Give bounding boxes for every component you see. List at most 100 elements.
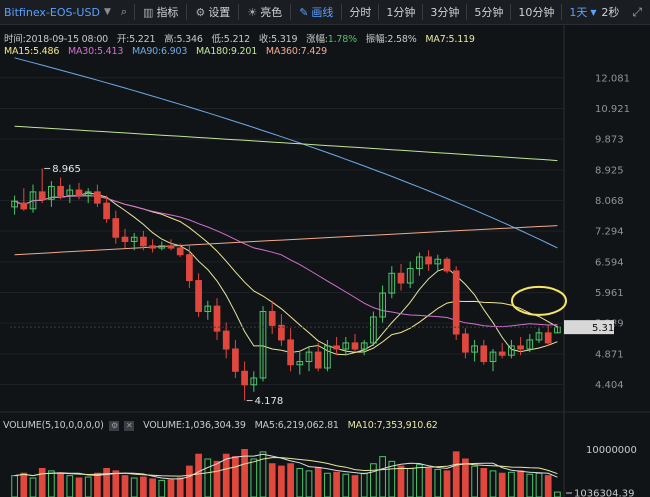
volume-bar [195, 453, 202, 497]
divider [378, 4, 380, 20]
candle-body [333, 345, 340, 350]
volume-bar [324, 472, 331, 497]
divider [186, 4, 188, 20]
candle-body [554, 326, 561, 334]
volume-bar [232, 456, 239, 497]
indicator-label: 指标 [156, 6, 179, 19]
ma30-line [14, 195, 558, 328]
ohlc-info: 时间:2018-09-15 08:00 开:5.221 高:5.346 低:5.… [4, 31, 481, 45]
candle-body [204, 305, 212, 312]
draw-label: 画线 [311, 6, 334, 19]
period-3min[interactable]: 3分钟 [426, 0, 463, 24]
volume-bar [462, 458, 469, 497]
candle-body [140, 236, 147, 247]
search-button[interactable]: ⌕ [117, 0, 131, 24]
volume-ma10-value: MA10:7,353,910.62 [347, 420, 438, 431]
candle-body [287, 339, 294, 366]
candle-body [158, 245, 166, 249]
candle-body [296, 361, 304, 366]
candle-body [443, 258, 451, 272]
volume-bar [397, 465, 405, 497]
ma15-value: MA15:5.486 [4, 46, 60, 57]
volume-bar [140, 476, 147, 497]
current-price-tag [564, 320, 614, 335]
refresh-interval[interactable]: 2秒 [596, 0, 624, 24]
period-label: 1分钟 [386, 6, 416, 19]
volume-bar [204, 458, 212, 497]
settings-button[interactable]: ⚙ 设置 [190, 0, 235, 24]
y-tick-label: 7.294 [595, 227, 624, 238]
volume-bar [94, 472, 101, 497]
volume-bar [158, 479, 166, 497]
symbol-selector[interactable]: Bitfinex-EOS-USD ▼ [0, 6, 117, 19]
candlestick-chart[interactable]: 12.081 10.921 9.873 8.925 8.068 7.294 6.594 5.9… [0, 25, 650, 497]
candle-body [434, 258, 442, 265]
gear-icon: ⚙ [195, 5, 206, 19]
volume-close-icon[interactable]: ✕ [124, 421, 135, 431]
search-icon: ⌕ [120, 5, 128, 18]
candle-body [278, 324, 285, 341]
close-value: 收:5.319 [258, 34, 298, 45]
y-tick-label: 4.871 [595, 349, 624, 360]
candle-body [416, 256, 423, 270]
volume-bar [508, 471, 515, 497]
volume-bar [535, 472, 543, 497]
candle-body [232, 348, 239, 372]
volume-bar [259, 451, 267, 497]
time-value: 时间:2018-09-15 08:00 [4, 34, 109, 45]
volume-bar [388, 460, 396, 497]
y-tick-label: 9.873 [595, 135, 624, 146]
candle-body [498, 351, 506, 356]
indicator-button[interactable]: ▥ 指标 [138, 0, 183, 24]
volume-bar [342, 473, 350, 497]
candle-body [314, 351, 322, 369]
volume-bar [434, 468, 442, 497]
candle-body [48, 185, 55, 200]
candle-body [471, 345, 478, 353]
chart-area[interactable]: 时间:2018-09-15 08:00 开:5.221 高:5.346 低:5.… [0, 25, 650, 497]
fullscreen-button[interactable]: ⤢ [624, 0, 650, 24]
draw-line-button[interactable]: ✎ 画线 [294, 0, 338, 24]
volume-bar [480, 468, 488, 497]
period-1min[interactable]: 1分钟 [382, 0, 419, 24]
candle-body [250, 377, 258, 386]
candle-body [66, 189, 74, 197]
candle-body [57, 185, 64, 197]
theme-button[interactable]: ☀ 亮色 [242, 0, 287, 24]
candle-body [176, 247, 184, 256]
period-timeline[interactable]: 分时 [345, 0, 375, 24]
current-volume-label: 1036304.39 [574, 489, 634, 497]
high-marker-label: 8.965 [52, 164, 81, 175]
ma-info: MA15:5.486 MA30:5.413 MA90:6.903 MA180:9… [4, 46, 333, 57]
candle-body [11, 200, 18, 208]
candle-body [20, 202, 28, 210]
volume-bar [517, 470, 524, 497]
ma30-value: MA30:5.413 [68, 46, 124, 57]
volume-bar [84, 476, 92, 497]
candle-body [259, 310, 267, 379]
volume-value: VOLUME:1,036,304.39 [143, 420, 246, 431]
period-10min[interactable]: 10分钟 [514, 0, 558, 24]
period-selector[interactable]: 1天 ▼ [565, 0, 603, 24]
candle-body [406, 268, 414, 284]
period-5min[interactable]: 5分钟 [470, 0, 507, 24]
volume-settings-icon[interactable]: ⚙ [109, 421, 120, 431]
candle-body [195, 280, 202, 312]
candle-body [241, 370, 248, 386]
candle-body [517, 345, 524, 350]
refresh-label: 2秒 [601, 6, 620, 19]
volume-bar [48, 470, 55, 497]
y-tick-label: 8.068 [595, 196, 624, 207]
candle-body [84, 191, 92, 197]
candle-body [75, 189, 83, 197]
candle-body [305, 351, 313, 363]
candle-body [452, 270, 460, 335]
volume-bar [425, 468, 432, 497]
candle-body [544, 332, 552, 344]
candle-body [149, 245, 156, 249]
candle-body [535, 332, 543, 341]
period-label: 3分钟 [430, 6, 460, 19]
volume-bar [379, 456, 386, 497]
volume-bar [268, 463, 276, 497]
volume-bar [29, 477, 37, 497]
